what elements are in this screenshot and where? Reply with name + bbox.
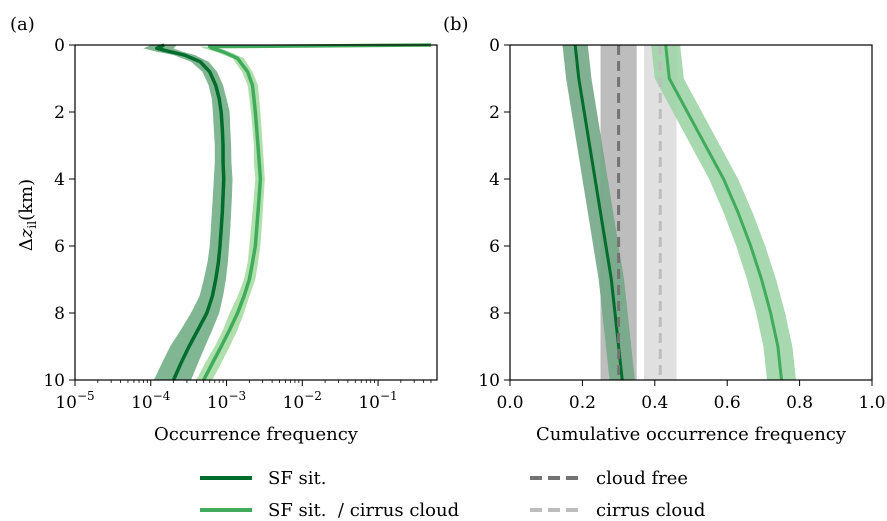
panel-a-ytick-label: 8 (54, 304, 65, 324)
panel-b-yticks: 0 2 4 6 8 10 (478, 36, 510, 391)
panel-b-frame (509, 44, 873, 381)
panel-a-xtick-label: 10−5 (55, 389, 94, 413)
panel-a-ytick-label: 4 (54, 170, 65, 190)
panel-a-frame (74, 44, 438, 381)
panel-a-ylabel: Δzil(km) (16, 179, 39, 251)
panel-a-xlabel: Occurrence frequency (154, 424, 359, 445)
panel-a-xtick-label: 10−1 (358, 389, 397, 413)
panel-a-ytick-label: 0 (54, 36, 65, 56)
panel-b-ytick-label: 0 (489, 36, 500, 56)
panel-a-band-sf-sit (143, 45, 233, 380)
legend-label: cirrus cloud (596, 500, 705, 521)
panel-b-xtick-label: 1.0 (858, 393, 885, 413)
panel-b-ytick-label: 8 (489, 304, 500, 324)
panel-b-xtick-label: 0.4 (641, 393, 668, 413)
panel-b-line-sf-sit (573, 44, 624, 381)
panel-a-bands (143, 45, 435, 380)
panel-a: 10−5 10−4 10−3 10−2 10−1 0 2 4 6 8 10 Occurrence … (16, 36, 438, 445)
panel-b-ytick-label: 2 (489, 103, 500, 123)
panel-b-xtick-label: 0.2 (569, 393, 596, 413)
panel-b-xtick-label: 0.6 (714, 393, 741, 413)
panel-b-xtick-label: 0.0 (496, 393, 523, 413)
panel-b-bands (562, 45, 796, 380)
panel-b-lines (573, 44, 783, 381)
legend-item-cirrus-cloud: cirrus cloud (530, 500, 705, 521)
panel-a-line-sf-sit (155, 43, 226, 381)
legend-item-sf-sit-cirrus: SF sit. / cirrus cloud (200, 500, 459, 521)
legend: SF sit. SF sit. / cirrus cloud cloud fre… (200, 468, 705, 521)
panel-a-xtick-label: 10−4 (131, 389, 171, 413)
panel-b-xlabel: Cumulative occurrence frequency (536, 424, 847, 445)
panel-b-xtick-label: 0.8 (786, 393, 813, 413)
panel-a-xticks: 10−5 10−4 10−3 10−2 10−1 (55, 380, 432, 413)
legend-label: cloud free (596, 468, 688, 489)
legend-item-cloud-free: cloud free (530, 468, 688, 489)
panel-b-band-sf-sit-cirrus-cloud (651, 45, 796, 380)
panel-b-ytick-label: 10 (478, 371, 500, 391)
panel-a-xtick-label: 10−3 (207, 389, 246, 413)
panel-a-lines (155, 43, 432, 381)
panel-a-ytick-label: 2 (54, 103, 65, 123)
legend-label: SF sit. (268, 468, 327, 489)
panel-a-band-sf-sit-cirrus (196, 45, 435, 380)
panel-b-line-sf-sit-cirrus-cloud (664, 44, 783, 381)
panel-a-ytick-label: 10 (43, 371, 65, 391)
panel-a-line-sf-sit-cirrus (202, 43, 432, 381)
panel-b-xticks: 0.0 0.2 0.4 0.6 0.8 1.0 (496, 380, 886, 413)
panel-a-ytick-label: 6 (54, 237, 65, 257)
panel-b: 0.0 0.2 0.4 0.6 0.8 1.0 0 2 4 6 8 10 Cumulative oc… (478, 36, 885, 445)
panel-a-label: (a) (10, 14, 35, 35)
panel-a-yticks: 0 2 4 6 8 10 (43, 36, 75, 391)
panel-b-ytick-label: 4 (489, 170, 500, 190)
legend-item-sf-sit: SF sit. (200, 468, 327, 489)
panel-b-ytick-label: 6 (489, 237, 500, 257)
panel-b-band-sf-sit (562, 45, 635, 380)
legend-label: SF sit. / cirrus cloud (268, 500, 459, 521)
panel-a-xtick-label: 10−2 (283, 389, 322, 413)
panel-b-label: (b) (443, 14, 469, 35)
